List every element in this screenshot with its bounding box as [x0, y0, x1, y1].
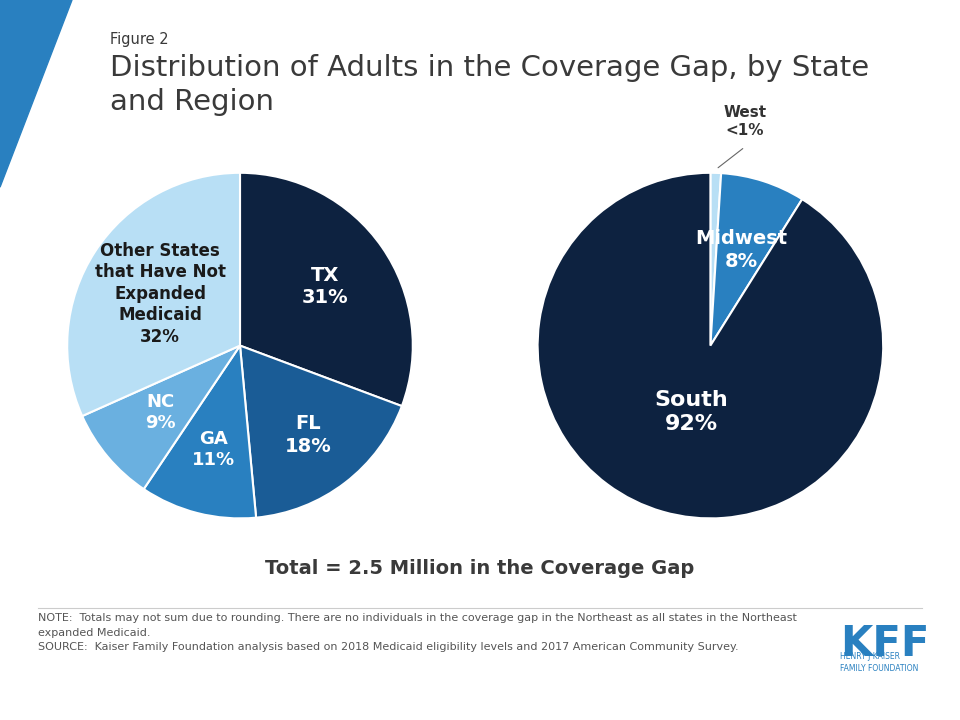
- Text: Distribution of Adults in the Coverage Gap, by State
and Region: Distribution of Adults in the Coverage G…: [110, 54, 870, 115]
- Text: SOURCE:  Kaiser Family Foundation analysis based on 2018 Medicaid eligibility le: SOURCE: Kaiser Family Foundation analysi…: [38, 642, 739, 652]
- Text: Other States
that Have Not
Expanded
Medicaid
32%: Other States that Have Not Expanded Medi…: [95, 242, 226, 346]
- Wedge shape: [67, 173, 240, 416]
- Text: NC
9%: NC 9%: [145, 392, 176, 432]
- Text: Total = 2.5 Million in the Coverage Gap: Total = 2.5 Million in the Coverage Gap: [265, 559, 695, 578]
- Text: Midwest
8%: Midwest 8%: [695, 229, 787, 271]
- Text: GA
11%: GA 11%: [192, 430, 235, 469]
- Wedge shape: [83, 346, 240, 489]
- Wedge shape: [710, 173, 721, 346]
- Wedge shape: [144, 346, 256, 518]
- Text: Figure 2: Figure 2: [110, 32, 169, 48]
- Text: expanded Medicaid.: expanded Medicaid.: [38, 628, 151, 638]
- Text: South
92%: South 92%: [655, 390, 729, 434]
- Text: TX
31%: TX 31%: [301, 266, 348, 307]
- Text: HENRY J KAISER
FAMILY FOUNDATION: HENRY J KAISER FAMILY FOUNDATION: [840, 652, 919, 673]
- Wedge shape: [240, 346, 402, 518]
- Text: FL
18%: FL 18%: [285, 414, 331, 456]
- Text: KFF: KFF: [840, 623, 929, 665]
- Wedge shape: [710, 173, 803, 346]
- Text: NOTE:  Totals may not sum due to rounding. There are no individuals in the cover: NOTE: Totals may not sum due to rounding…: [38, 613, 797, 624]
- Wedge shape: [240, 173, 413, 406]
- Text: West
<1%: West <1%: [724, 104, 766, 138]
- Wedge shape: [538, 173, 883, 518]
